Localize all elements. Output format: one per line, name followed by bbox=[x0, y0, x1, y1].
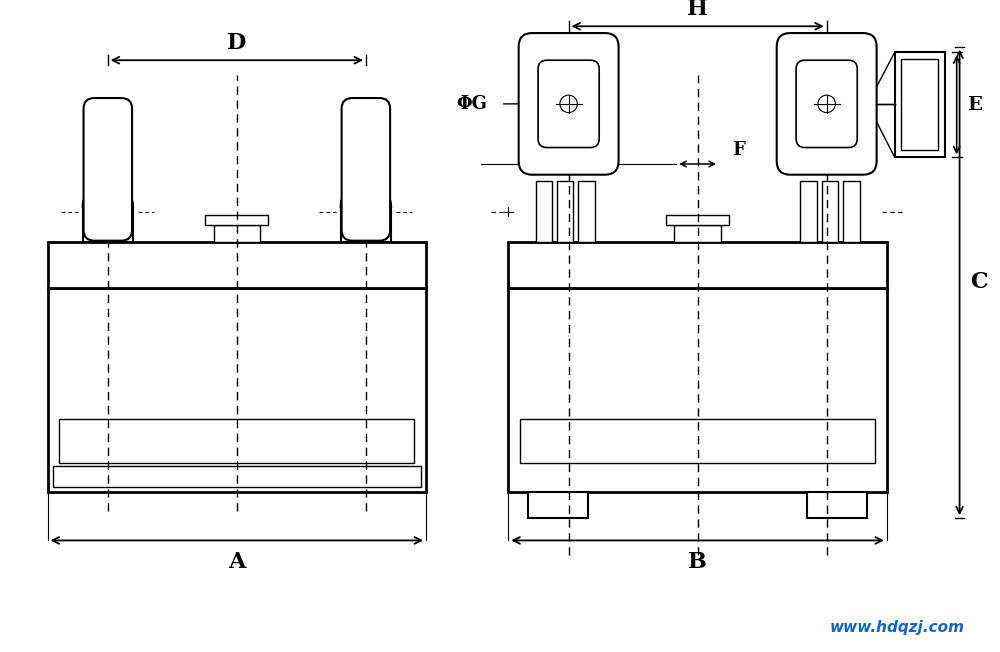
Bar bbox=[895, 52, 945, 157]
Text: F: F bbox=[732, 141, 745, 160]
FancyBboxPatch shape bbox=[84, 98, 132, 241]
Bar bbox=[48, 288, 426, 492]
Bar bbox=[666, 215, 729, 225]
FancyBboxPatch shape bbox=[519, 33, 619, 175]
Bar bbox=[807, 492, 867, 518]
Text: www.hdqzj.com: www.hdqzj.com bbox=[829, 619, 964, 634]
FancyBboxPatch shape bbox=[777, 33, 877, 175]
Bar bbox=[674, 225, 721, 242]
Bar bbox=[53, 466, 421, 487]
Bar bbox=[59, 419, 414, 463]
Bar bbox=[214, 225, 260, 242]
Bar bbox=[508, 242, 887, 288]
Bar bbox=[800, 181, 817, 242]
Text: C: C bbox=[970, 271, 988, 293]
Text: D: D bbox=[227, 32, 246, 53]
Text: E: E bbox=[967, 96, 982, 114]
Bar bbox=[520, 419, 875, 463]
Text: A: A bbox=[228, 551, 246, 572]
Bar bbox=[843, 181, 860, 242]
Text: H: H bbox=[687, 0, 708, 20]
FancyBboxPatch shape bbox=[796, 60, 857, 147]
Text: ΦG: ΦG bbox=[456, 95, 487, 113]
Bar bbox=[578, 181, 595, 242]
FancyBboxPatch shape bbox=[342, 98, 390, 241]
Bar bbox=[557, 181, 573, 242]
Bar bbox=[901, 59, 938, 151]
Bar bbox=[536, 181, 552, 242]
Bar bbox=[822, 181, 838, 242]
Bar bbox=[48, 242, 426, 288]
FancyBboxPatch shape bbox=[538, 60, 599, 147]
Bar bbox=[508, 288, 887, 492]
Bar bbox=[205, 215, 268, 225]
Text: B: B bbox=[688, 551, 707, 572]
Bar bbox=[528, 492, 588, 518]
